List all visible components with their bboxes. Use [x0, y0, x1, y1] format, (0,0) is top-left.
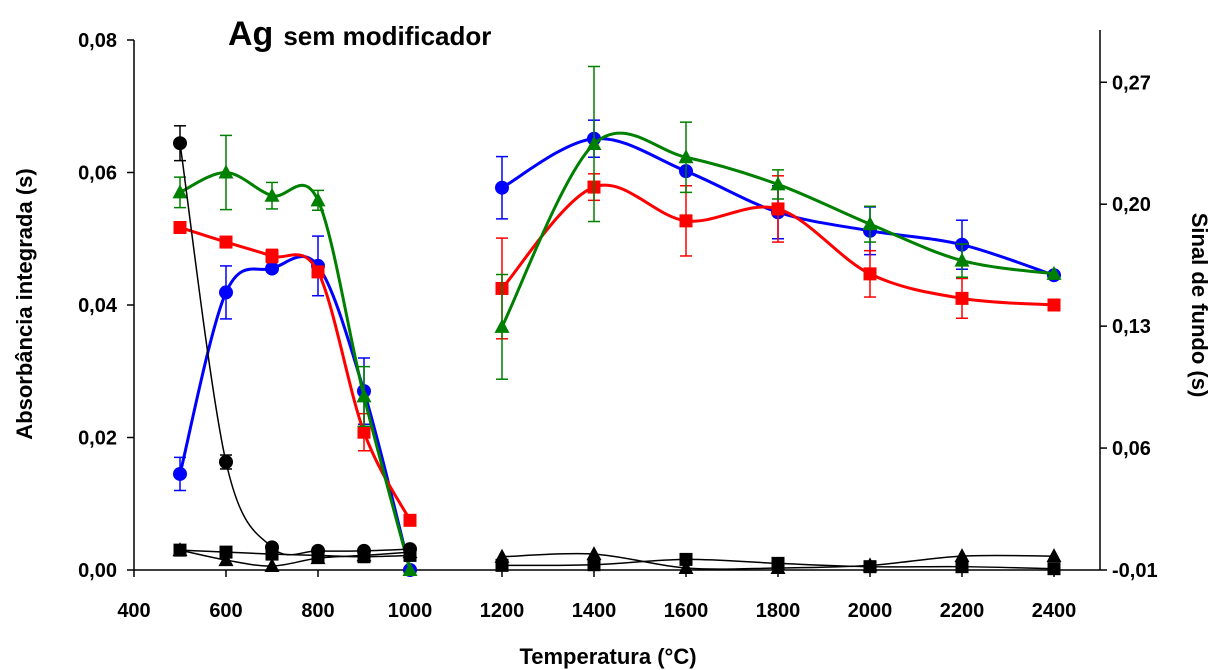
data-point-square [955, 291, 969, 305]
data-point-triangle [862, 557, 878, 572]
y2-tick-label: 0,27 [1112, 72, 1151, 94]
data-point-square [863, 267, 877, 281]
data-point-triangle [264, 558, 280, 573]
data-point-triangle [954, 548, 970, 563]
series-5 [172, 542, 1062, 575]
data-point-square [357, 425, 371, 439]
data-point-triangle [494, 318, 510, 333]
data-point-square [679, 214, 693, 228]
y2-axis-title: Sinal de fundo (s) [1187, 213, 1212, 398]
data-point-triangle [1046, 548, 1062, 563]
series-line [179, 549, 411, 567]
x-tick-label: 1800 [756, 600, 801, 622]
data-point-triangle [218, 552, 234, 567]
data-point-square [311, 265, 325, 279]
data-point-triangle [678, 560, 694, 575]
data-point-square [587, 558, 601, 572]
y2-tick-label: 0,06 [1112, 438, 1151, 460]
data-point-triangle [264, 187, 280, 202]
series-line [178, 255, 412, 571]
data-point-circle [495, 180, 509, 195]
data-point-square [173, 220, 187, 234]
y-axis-title: Absorbância integrada (s) [12, 168, 37, 439]
data-point-triangle [310, 550, 326, 565]
series-1 [173, 173, 1061, 527]
series-2 [172, 65, 1062, 576]
y2-tick-label: 0,20 [1112, 194, 1151, 216]
data-point-triangle [172, 542, 188, 557]
data-point-square [771, 202, 785, 216]
data-point-square [265, 249, 279, 263]
data-point-triangle [678, 149, 694, 164]
data-point-triangle [586, 136, 602, 151]
series-line [179, 170, 412, 571]
y-tick-label: 0,02 [78, 428, 117, 450]
data-point-square [1047, 562, 1061, 576]
x-tick-label: 400 [117, 600, 150, 622]
data-point-circle [265, 261, 279, 276]
y-tick-label: 0,00 [78, 560, 117, 582]
data-point-triangle [494, 548, 510, 563]
chart-title-rest: sem modificador [283, 21, 491, 51]
data-point-circle [219, 285, 233, 300]
x-tick-label: 1000 [388, 600, 433, 622]
data-point-circle [173, 466, 187, 481]
data-point-square [1047, 298, 1061, 312]
y2-tick-label: -0,01 [1112, 560, 1158, 582]
y2-tick-label: 0,13 [1112, 316, 1151, 338]
chart-title: Ag sem modificador [228, 15, 491, 53]
data-point-circle [219, 455, 233, 469]
x-tick-label: 1400 [572, 600, 617, 622]
data-point-triangle [356, 547, 372, 562]
data-point-square [219, 235, 233, 249]
x-tick-label: 600 [209, 600, 242, 622]
data-point-circle [173, 136, 187, 151]
axes: 400 600 800 1000 1200 1400 1600 1800 2000 2200 240… [78, 30, 1158, 622]
x-axis-title: Temperatura (°C) [519, 644, 696, 669]
x-tick-label: 1200 [480, 600, 525, 622]
series-0 [173, 119, 1061, 577]
x-tick-label: 2200 [940, 600, 985, 622]
data-point-triangle [1046, 265, 1062, 280]
chart-title-main: Ag [228, 15, 273, 53]
data-point-triangle [770, 560, 786, 575]
data-point-square [955, 560, 969, 574]
data-point-triangle [402, 544, 418, 559]
y-tick-label: 0,08 [78, 30, 117, 52]
x-tick-label: 2000 [848, 600, 893, 622]
plot-area [172, 65, 1062, 577]
data-point-triangle [402, 562, 418, 576]
data-point-triangle [172, 184, 188, 199]
data-point-square [265, 547, 279, 561]
series-line [179, 226, 412, 522]
y-tick-label: 0,04 [78, 295, 118, 317]
data-point-square [679, 552, 693, 566]
data-point-square [403, 513, 417, 527]
x-tick-label: 800 [301, 600, 334, 622]
data-point-triangle [954, 252, 970, 267]
data-point-triangle [862, 216, 878, 231]
data-point-triangle [770, 176, 786, 191]
data-point-triangle [356, 388, 372, 403]
y-tick-label: 0,06 [78, 163, 117, 185]
data-point-triangle [218, 164, 234, 179]
series-line [179, 143, 411, 556]
x-tick-label: 1600 [664, 600, 709, 622]
x-tick-label: 2400 [1032, 600, 1077, 622]
data-point-triangle [586, 546, 602, 561]
data-point-triangle [310, 192, 326, 207]
